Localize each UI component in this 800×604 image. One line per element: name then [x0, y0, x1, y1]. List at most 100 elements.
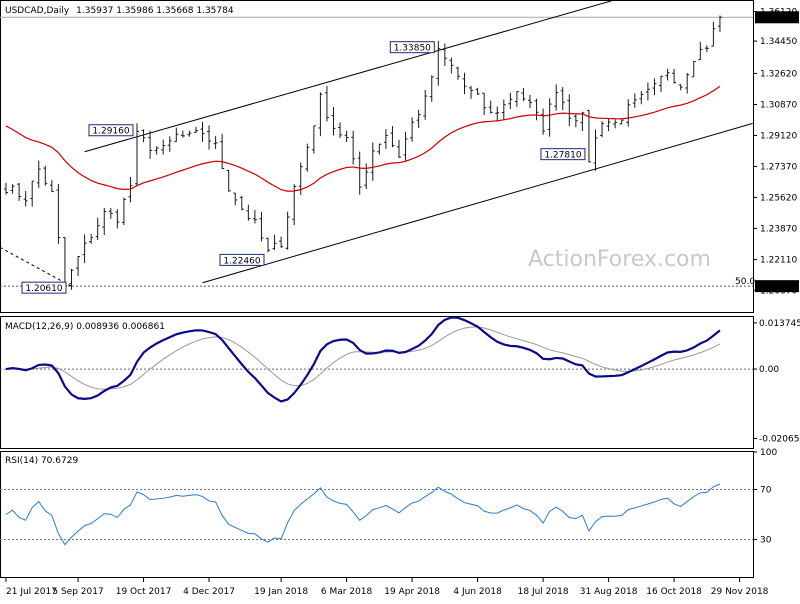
- price-bar: [324, 86, 329, 122]
- price-bar: [266, 237, 270, 253]
- price-bar: [698, 41, 703, 61]
- price-panel-frame: [0, 0, 754, 313]
- ohlc-values: 1.35937 1.35986 1.35668 1.35784: [76, 6, 234, 16]
- price-axis-label: 1.22110: [760, 256, 797, 266]
- price-bar: [508, 92, 513, 109]
- moving-average-line: [5, 85, 721, 192]
- price-layer: 50.0 1.29160 1.33850 1.22460 1.27810 1.20610: [0, 0, 755, 294]
- rsi-axis-label: 70: [760, 486, 772, 496]
- price-bar: [593, 129, 598, 171]
- price-bar: [69, 269, 74, 290]
- price-bar: [442, 43, 447, 66]
- price-bar: [239, 195, 244, 211]
- price-annotation: 1.27810: [540, 148, 586, 161]
- price-bar: [102, 207, 107, 235]
- last-price-badge: [755, 11, 799, 24]
- price-bar: [429, 75, 434, 102]
- price-bar: [56, 183, 61, 244]
- price-bar: [167, 136, 172, 152]
- price-bar: [4, 182, 8, 195]
- price-bar: [272, 234, 277, 250]
- price-bar: [226, 169, 231, 192]
- x-axis-label: 5 Sep 2017: [52, 587, 103, 597]
- price-bar: [49, 180, 54, 193]
- price-bar: [541, 108, 546, 135]
- price-bar: [351, 130, 356, 165]
- price-bar: [390, 126, 395, 148]
- price-bar: [449, 57, 454, 74]
- price-annotation: 1.33850: [389, 41, 435, 54]
- price-bar: [30, 180, 35, 207]
- price-bar: [534, 98, 539, 121]
- price-bar: [547, 98, 552, 137]
- price-bar: [338, 122, 343, 138]
- price-bar: [82, 234, 87, 264]
- price-bar: [115, 209, 120, 229]
- price-bar: [495, 106, 500, 122]
- price-bar: [554, 84, 559, 111]
- price-annotation: 1.29160: [88, 124, 134, 137]
- annotation-text: 1.29160: [92, 127, 129, 137]
- price-bar: [89, 233, 94, 244]
- price-bar: [475, 87, 480, 95]
- price-bar: [455, 66, 460, 80]
- annotation-text: 1.20610: [25, 284, 62, 294]
- price-bar: [383, 129, 388, 149]
- x-axis-label: 31 Aug 2018: [580, 587, 638, 597]
- price-bar: [528, 94, 532, 109]
- price-annotation: 1.22460: [219, 253, 265, 266]
- price-bar: [560, 87, 565, 110]
- price-bar: [154, 146, 159, 155]
- price-bar: [685, 73, 690, 94]
- rsi-line: [5, 483, 721, 546]
- price-axis-label: 1.23870: [760, 224, 797, 234]
- annotation-text: 1.22460: [223, 256, 260, 266]
- price-bar: [665, 68, 670, 81]
- price-bar: [501, 99, 506, 120]
- macd-panel-frame: [0, 316, 754, 449]
- price-bar: [141, 129, 146, 143]
- price-bar: [187, 130, 192, 137]
- price-bar: [148, 130, 153, 159]
- x-axis-label: 4 Dec 2017: [183, 587, 235, 597]
- price-bar: [613, 119, 618, 129]
- price-bar: [377, 143, 382, 155]
- fib-price-text: 1.20610: [758, 282, 795, 292]
- price-bar: [704, 45, 709, 52]
- price-bar: [423, 89, 428, 120]
- price-bar: [233, 192, 238, 206]
- price-bar: [285, 211, 290, 250]
- price-bar: [36, 160, 41, 188]
- price-axis-label: 1.27370: [760, 162, 797, 172]
- price-bar: [279, 236, 284, 248]
- price-bar: [488, 100, 493, 114]
- price-bar: [711, 21, 716, 47]
- x-axis-label: 19 Apr 2018: [384, 587, 440, 597]
- price-bar: [23, 191, 28, 207]
- price-bar: [672, 68, 677, 84]
- annotation-box: [219, 253, 265, 266]
- price-bar: [76, 256, 81, 276]
- price-bar: [652, 78, 657, 96]
- x-axis-label: 4 Jun 2018: [453, 587, 502, 597]
- price-bar: [62, 237, 67, 287]
- price-axis-label: 1.30870: [760, 100, 797, 110]
- x-axis-label: 6 Mar 2018: [321, 587, 373, 597]
- rsi-layer: [0, 483, 753, 546]
- x-axis-label: 19 Oct 2017: [116, 587, 172, 597]
- price-bar: [659, 75, 663, 92]
- annotation-text: 1.33850: [394, 44, 431, 54]
- macd-axis-label: 0.00: [759, 365, 779, 375]
- trend-dashed-line: [0, 246, 72, 287]
- price-bar: [108, 208, 113, 219]
- price-bar: [606, 117, 611, 132]
- price-panel-title: USDCAD,Daily 1.35937 1.35986 1.35668 1.3…: [5, 6, 234, 16]
- price-bar: [246, 204, 251, 221]
- price-bar: [259, 211, 264, 242]
- price-bar: [600, 121, 605, 138]
- price-bar: [135, 123, 139, 186]
- price-axis-label: 1.34450: [760, 37, 797, 47]
- channel-upper-line: [84, 0, 617, 153]
